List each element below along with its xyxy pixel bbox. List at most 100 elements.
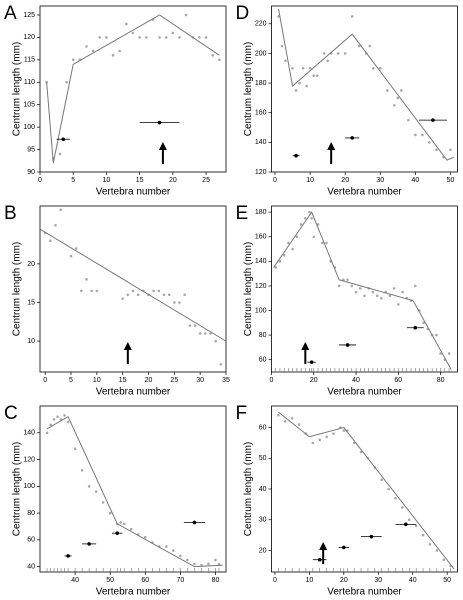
data-point xyxy=(350,284,354,288)
y-tick-label: 50 xyxy=(259,455,267,462)
data-point xyxy=(211,54,215,57)
data-point xyxy=(320,241,324,245)
data-point xyxy=(80,289,83,293)
breakpoint xyxy=(350,136,355,140)
plot-frame xyxy=(39,5,227,173)
x-tick-label: 10 xyxy=(103,177,111,184)
data-point xyxy=(386,89,389,92)
data-point xyxy=(85,278,88,281)
data-point xyxy=(193,324,197,327)
data-point xyxy=(131,289,135,293)
data-point xyxy=(131,31,135,35)
x-tick-label: 10 xyxy=(305,577,313,584)
x-tick-label: 80 xyxy=(212,577,220,584)
x-tick-label: 20 xyxy=(340,577,348,584)
data-point xyxy=(401,506,404,509)
data-point xyxy=(435,148,438,152)
data-point xyxy=(49,423,52,427)
data-point xyxy=(95,289,99,293)
data-point xyxy=(396,96,400,100)
data-point xyxy=(218,58,221,62)
data-point xyxy=(401,290,404,294)
data-point xyxy=(357,44,361,48)
panel-letter: F xyxy=(236,403,248,424)
data-point xyxy=(121,297,124,300)
data-point xyxy=(178,301,181,304)
data-point xyxy=(318,438,322,442)
data-point xyxy=(371,290,375,294)
data-point xyxy=(447,352,451,355)
data-point xyxy=(144,36,148,39)
data-point xyxy=(387,487,390,491)
data-point xyxy=(105,36,108,39)
data-point xyxy=(392,287,396,290)
data-point xyxy=(297,423,301,426)
panel-letter: E xyxy=(236,203,249,224)
data-point xyxy=(73,447,77,451)
data-point xyxy=(162,293,166,297)
x-tick-label: 40 xyxy=(411,177,419,184)
x-tick-label: 0 xyxy=(270,377,274,384)
data-point xyxy=(63,414,66,417)
data-point xyxy=(143,535,147,539)
x-tick-label: 40 xyxy=(409,577,417,584)
data-point xyxy=(371,66,375,70)
breakpoint xyxy=(342,545,346,550)
data-point xyxy=(277,413,280,417)
data-point xyxy=(119,521,123,524)
data-point xyxy=(325,435,328,439)
data-point xyxy=(66,420,70,424)
y-tick-label: 60 xyxy=(259,357,267,364)
data-point xyxy=(421,533,425,537)
data-point xyxy=(442,558,446,562)
data-point xyxy=(111,54,115,57)
data-point xyxy=(350,15,354,18)
y-tick-label: 125 xyxy=(23,12,35,19)
arrow-head xyxy=(319,542,328,550)
breakpoint xyxy=(345,343,350,347)
arrow-head xyxy=(123,342,132,350)
data-point xyxy=(322,52,326,55)
x-tick-label: 20 xyxy=(145,377,153,384)
data-point xyxy=(380,296,383,300)
data-point xyxy=(407,118,410,122)
x-tick-label: 5 xyxy=(71,177,75,184)
data-point xyxy=(326,59,329,63)
fit-line xyxy=(46,14,220,164)
data-point xyxy=(94,490,98,493)
fit-line xyxy=(39,228,227,342)
data-point xyxy=(421,133,424,137)
data-point xyxy=(375,294,379,298)
x-tick-label: 25 xyxy=(202,177,210,184)
data-point xyxy=(308,210,311,214)
fit-line xyxy=(278,8,455,161)
y-tick-label: 140 xyxy=(255,139,267,146)
data-point xyxy=(280,44,284,48)
y-axis-label: Centrum length (mm) xyxy=(12,42,23,136)
y-tick-label: 120 xyxy=(23,34,35,41)
breakpoint xyxy=(309,360,314,364)
breakpoint xyxy=(404,522,408,527)
data-point xyxy=(332,432,335,435)
data-point xyxy=(388,294,392,298)
data-point xyxy=(282,253,286,257)
y-tick-label: 40 xyxy=(259,486,267,493)
data-point xyxy=(80,468,84,472)
data-point xyxy=(87,485,91,488)
data-point xyxy=(278,260,282,263)
fit-line xyxy=(46,416,223,568)
x-tick-label: 60 xyxy=(141,577,149,584)
y-axis-label: Centrum length (mm) xyxy=(243,42,254,136)
x-tick-label: 20 xyxy=(310,377,318,384)
data-point xyxy=(138,36,141,39)
plot-frame xyxy=(271,5,458,173)
data-point xyxy=(214,339,217,343)
data-point xyxy=(49,239,52,243)
x-tick-label: 10 xyxy=(306,177,314,184)
data-point xyxy=(85,45,88,48)
data-point xyxy=(65,80,68,84)
plot-frame xyxy=(271,405,458,573)
x-axis-label: Vertebra number xyxy=(327,587,402,598)
data-point xyxy=(277,15,280,18)
data-point xyxy=(118,49,122,53)
